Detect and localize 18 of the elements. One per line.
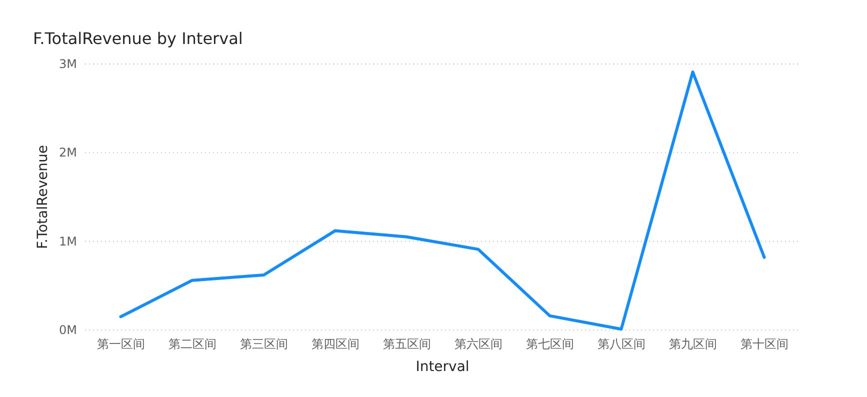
x-tick-label: 第二区间 — [168, 337, 216, 351]
x-axis-title: Interval — [416, 359, 470, 375]
y-tick-label: 3M — [59, 57, 77, 71]
y-tick-label: 2M — [59, 146, 77, 160]
x-tick-label: 第十区间 — [740, 337, 788, 351]
line-series — [119, 70, 766, 331]
y-axis-title: F.TotalRevenue — [35, 145, 51, 249]
y-tick-label: 1M — [59, 234, 77, 248]
y-tick-label: 0M — [59, 323, 77, 337]
chart-title: F.TotalRevenue by Interval — [33, 29, 243, 48]
x-tick-label: 第三区间 — [240, 337, 288, 351]
x-tick-label: 第一区间 — [96, 337, 145, 351]
x-tick-label: 第四区间 — [311, 337, 360, 351]
x-tick-label: 第七区间 — [526, 337, 574, 351]
x-tick-label: 第六区间 — [454, 337, 502, 351]
x-tick-label: 第五区间 — [382, 337, 431, 351]
x-tick-label: 第九区间 — [668, 337, 717, 351]
x-tick-label: 第八区间 — [597, 337, 646, 351]
